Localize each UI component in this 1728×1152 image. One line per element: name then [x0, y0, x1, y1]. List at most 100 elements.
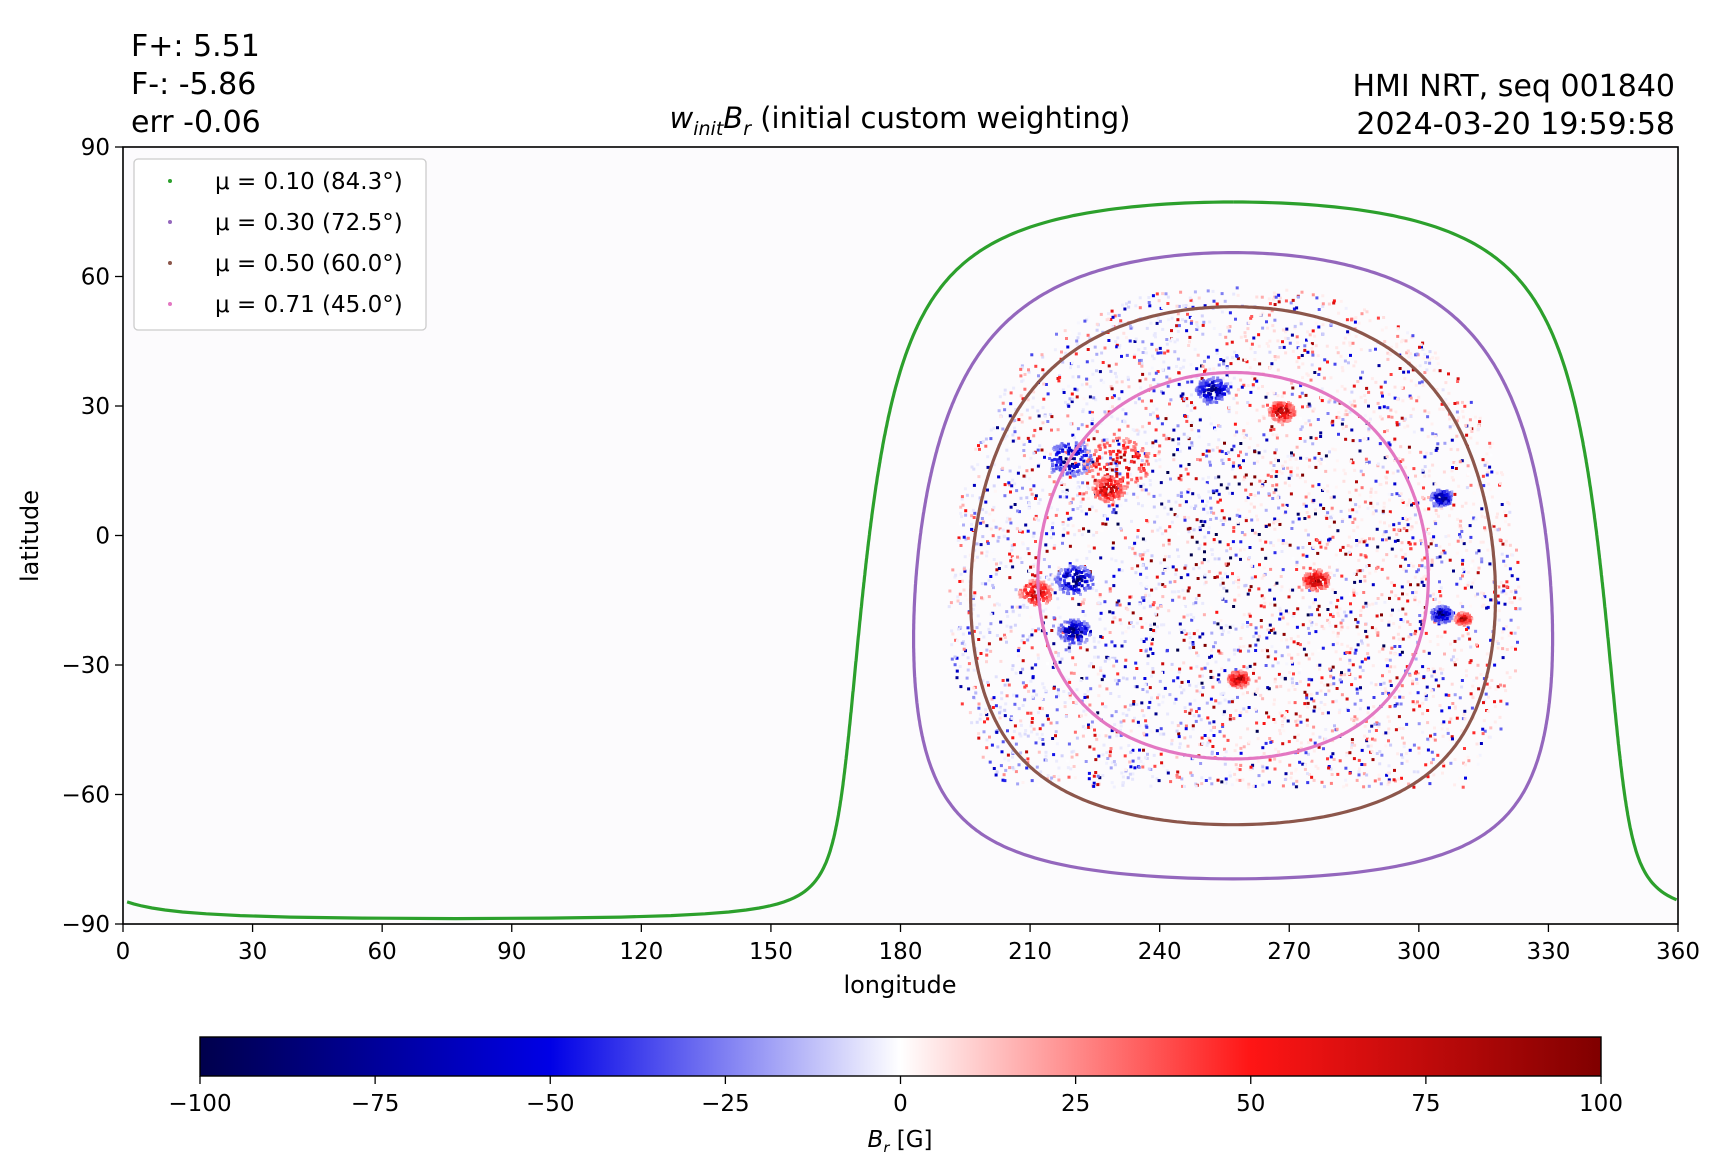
field-pixel — [1059, 481, 1063, 485]
field-pixel — [1504, 514, 1508, 518]
field-pixel — [1198, 528, 1202, 532]
field-pixel — [1270, 362, 1274, 366]
field-pixel — [1046, 774, 1050, 778]
field-pixel — [1199, 711, 1203, 715]
field-pixel — [1352, 529, 1356, 533]
field-pixel — [1092, 747, 1096, 751]
field-pixel — [1058, 457, 1062, 461]
field-pixel — [990, 697, 994, 701]
field-pixel — [1401, 501, 1405, 504]
field-pixel — [1242, 459, 1245, 463]
field-pixel — [1321, 332, 1325, 336]
field-pixel — [1364, 622, 1367, 626]
field-pixel — [1090, 457, 1094, 461]
field-pixel — [1511, 553, 1515, 557]
field-pixel — [1124, 412, 1128, 416]
field-pixel — [1012, 729, 1016, 733]
field-pixel — [1301, 473, 1305, 477]
field-pixel — [1077, 462, 1081, 466]
field-pixel — [1101, 469, 1105, 473]
field-pixel — [1395, 342, 1399, 346]
field-pixel — [1460, 569, 1464, 573]
field-pixel — [1350, 403, 1354, 407]
field-pixel — [1006, 529, 1010, 533]
field-pixel — [1282, 345, 1286, 349]
field-pixel — [1400, 753, 1403, 757]
field-pixel — [1220, 596, 1224, 600]
field-pixel — [1011, 439, 1015, 443]
field-pixel — [1286, 645, 1290, 649]
field-pixel — [1329, 755, 1333, 759]
field-pixel — [1210, 548, 1214, 552]
field-pixel — [1100, 757, 1104, 761]
field-pixel — [1110, 387, 1114, 391]
field-pixel — [1168, 580, 1172, 584]
field-pixel — [1095, 531, 1099, 534]
field-pixel — [1158, 444, 1162, 448]
field-pixel — [1062, 443, 1066, 447]
field-pixel — [1254, 679, 1258, 683]
field-pixel — [1051, 467, 1055, 471]
field-pixel — [1163, 686, 1167, 690]
field-pixel — [1508, 676, 1512, 679]
field-pixel — [980, 551, 984, 555]
field-pixel — [1393, 704, 1397, 708]
field-pixel — [1491, 442, 1495, 446]
field-pixel — [1075, 388, 1079, 392]
field-pixel — [1386, 576, 1390, 580]
field-pixel — [1013, 623, 1017, 627]
field-pixel — [1362, 772, 1366, 776]
field-pixel — [1199, 519, 1203, 523]
field-pixel — [1211, 685, 1215, 689]
field-pixel — [1399, 548, 1403, 552]
field-pixel — [1435, 556, 1439, 560]
timestamp-text: 2024-03-20 19:59:58 — [1356, 107, 1675, 142]
field-pixel — [1119, 746, 1123, 750]
field-pixel — [1055, 708, 1059, 712]
field-pixel — [1019, 367, 1023, 371]
field-pixel — [1147, 296, 1151, 299]
field-pixel — [1030, 720, 1034, 724]
field-pixel — [985, 550, 989, 554]
field-pixel — [1399, 492, 1403, 496]
field-pixel — [1119, 734, 1123, 737]
field-pixel — [1344, 437, 1348, 441]
field-pixel — [1417, 482, 1421, 486]
field-pixel — [1397, 777, 1401, 781]
field-pixel — [1313, 598, 1317, 602]
field-pixel — [1135, 621, 1139, 625]
field-pixel — [1421, 341, 1425, 345]
field-pixel — [972, 558, 976, 562]
field-pixel — [1340, 520, 1344, 523]
field-pixel — [1432, 535, 1436, 539]
field-pixel — [1350, 428, 1354, 432]
field-pixel — [1243, 334, 1247, 338]
field-pixel — [1165, 375, 1169, 379]
field-pixel — [1084, 713, 1088, 717]
field-pixel — [959, 522, 962, 526]
field-pixel — [1339, 299, 1343, 303]
field-pixel — [1236, 576, 1240, 579]
field-pixel — [1451, 655, 1455, 659]
field-pixel — [1188, 636, 1192, 639]
field-pixel — [1370, 626, 1374, 630]
field-pixel — [1472, 516, 1476, 520]
field-pixel — [1144, 649, 1148, 653]
field-pixel — [1405, 592, 1409, 596]
field-pixel — [1131, 547, 1135, 551]
field-pixel — [1132, 460, 1136, 464]
field-pixel — [1345, 753, 1348, 757]
field-pixel — [1109, 318, 1113, 321]
field-pixel — [1465, 628, 1468, 631]
field-pixel — [1093, 645, 1097, 649]
field-pixel — [1167, 555, 1171, 559]
field-pixel — [1436, 634, 1440, 638]
field-pixel — [1490, 678, 1494, 682]
field-pixel — [1235, 743, 1239, 747]
field-pixel — [1141, 564, 1145, 567]
field-pixel — [1217, 701, 1221, 705]
field-pixel — [1081, 449, 1085, 453]
field-pixel — [1158, 493, 1162, 497]
field-pixel — [1414, 629, 1418, 633]
field-pixel — [1010, 605, 1014, 609]
